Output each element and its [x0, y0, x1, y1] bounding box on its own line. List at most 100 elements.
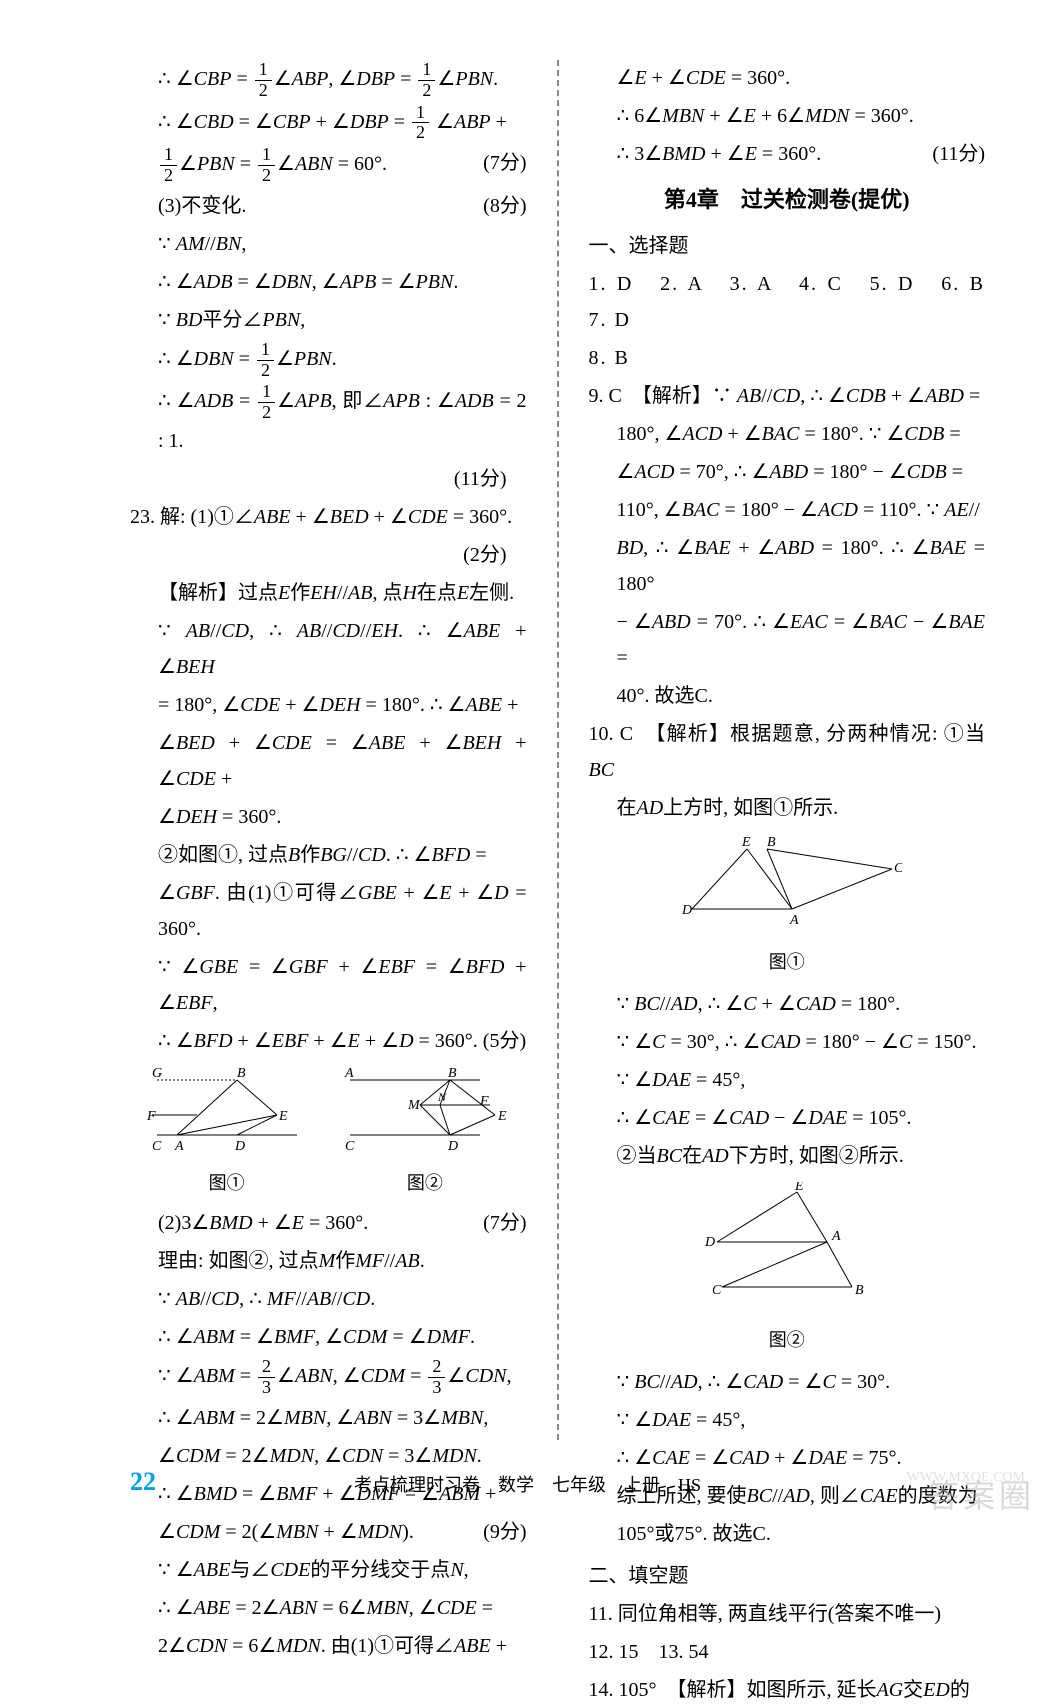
svg-text:A: A	[831, 1229, 841, 1244]
svg-text:B: B	[767, 835, 776, 850]
math-line: ②当BC在AD下方时, 如图②所示.	[589, 1138, 986, 1174]
svg-text:E: E	[794, 1182, 804, 1194]
math-line: ∠BED + ∠CDE = ∠ABE + ∠BEH + ∠CDE +	[130, 725, 527, 797]
answer-12-13: 12. 15 13. 54	[589, 1634, 986, 1670]
math-line: 2∠CDN = 6∠MDN. 由(1)①可得∠ABE +	[130, 1628, 527, 1664]
math-line: (2)3∠BMD + ∠E = 360°. (7分)	[130, 1205, 527, 1241]
score-label: (8分)	[483, 188, 526, 224]
math-line: (3)不变化. (8分)	[130, 188, 527, 224]
svg-text:E: E	[741, 835, 751, 850]
math-line: ∠GBF. 由(1)①可得∠GBE + ∠E + ∠D = 360°.	[130, 875, 527, 947]
math-line: ∵ BD平分∠PBN,	[130, 302, 527, 338]
section-1-label: 一、选择题	[589, 228, 986, 264]
math-line: ∴ ∠CBD = ∠CBP + ∠DBP = 12 ∠ABP +	[130, 103, 527, 144]
section-2-label: 二、填空题	[589, 1558, 986, 1594]
math-line: ∴ ∠ABM = ∠BMF, ∠CDM = ∠DMF.	[130, 1319, 527, 1355]
math-line: ∵ AB//CD, ∴ MF//AB//CD.	[130, 1281, 527, 1317]
svg-text:D: D	[234, 1139, 245, 1154]
math-line: ∠CDM = 2(∠MBN + ∠MDN). (9分)	[130, 1514, 527, 1550]
score-label: (2分)	[130, 537, 527, 573]
math-line: ∵ BC//AD, ∴ ∠CAD = ∠C = 30°.	[589, 1364, 986, 1400]
math-line: ∴ ∠CBP = 12∠ABP, ∠DBP = 12∠PBN.	[130, 60, 527, 101]
math-line: ∴ ∠BFD + ∠EBF + ∠E + ∠D = 360°. (5分)	[130, 1023, 527, 1059]
answers-row: 8. B	[589, 340, 986, 376]
math-line: BD, ∴ ∠BAE + ∠ABD = 180°. ∴ ∠BAE = 180°	[589, 530, 986, 602]
math-line: − ∠ABD = 70°. ∴ ∠EAC = ∠BAC − ∠BAE =	[589, 604, 986, 676]
svg-text:B: B	[855, 1283, 864, 1298]
answer-11: 11. 同位角相等, 两直线平行(答案不唯一)	[589, 1596, 986, 1632]
math-line: ∴ ∠CAE = ∠CAD − ∠DAE = 105°.	[589, 1100, 986, 1136]
page-footer: 考点梳理时习卷 数学 七年级 上册 HS	[0, 1469, 1055, 1501]
math-line: ∴ 3∠BMD + ∠E = 360°. (11分)	[589, 136, 986, 172]
svg-text:A: A	[789, 913, 799, 928]
math-line: ∠DEH = 360°.	[130, 799, 527, 835]
svg-text:D: D	[681, 903, 692, 918]
svg-text:D: D	[704, 1235, 715, 1250]
svg-text:B: B	[237, 1066, 246, 1081]
math-line: ∵ ∠DAE = 45°,	[589, 1062, 986, 1098]
math-line: ∴ ∠DBN = 12∠PBN.	[130, 340, 527, 381]
diagram-1: G B F E C A D 图①	[147, 1065, 307, 1199]
watermark: 答案圈	[927, 1468, 1035, 1526]
score-label: (7分)	[483, 1205, 526, 1241]
diagram-4: E D A C B 图②	[589, 1182, 986, 1356]
math-line: ∵ ∠C = 30°, ∴ ∠CAD = 180° − ∠C = 150°.	[589, 1024, 986, 1060]
svg-text:N: N	[437, 1090, 447, 1104]
math-line: ∠E + ∠CDE = 360°.	[589, 60, 986, 96]
diagram-2: A B M N F E C D 图②	[340, 1065, 510, 1199]
math-line: ∴ ∠ADB = ∠DBN, ∠APB = ∠PBN.	[130, 264, 527, 300]
svg-text:E: E	[497, 1109, 507, 1124]
math-line: ∵ ∠ABE与∠CDE的平分线交于点N,	[130, 1552, 527, 1588]
math-line: ∵ AM//BN,	[130, 226, 527, 262]
svg-text:C: C	[894, 861, 902, 876]
svg-text:F: F	[479, 1094, 489, 1109]
diagram-3: E B C D A 图①	[589, 834, 986, 978]
page-content: ∴ ∠CBP = 12∠ABP, ∠DBP = 12∠PBN. ∴ ∠CBD =…	[130, 60, 985, 1440]
svg-text:F: F	[147, 1109, 156, 1124]
question-23: 23. 解: (1)①∠ABE + ∠BED + ∠CDE = 360°.	[130, 499, 527, 535]
svg-text:C: C	[345, 1139, 355, 1154]
math-line: = 180°, ∠CDE + ∠DEH = 180°. ∴ ∠ABE +	[130, 687, 527, 723]
chapter-heading: 第4章 过关检测卷(提优)	[589, 180, 986, 220]
svg-text:B: B	[448, 1066, 457, 1081]
math-line: ∵ AB//CD, ∴ AB//CD//EH. ∴ ∠ABE + ∠BEH	[130, 613, 527, 685]
svg-text:C: C	[712, 1283, 722, 1298]
math-line: ∴ ∠ADB = 12∠APB, 即∠APB : ∠ADB = 2 : 1.	[130, 382, 527, 459]
math-line: ②如图①, 过点B作BG//CD. ∴ ∠BFD =	[130, 837, 527, 873]
math-line: ∵ ∠ABM = 23∠ABN, ∠CDM = 23∠CDN,	[130, 1357, 527, 1398]
svg-text:A: A	[174, 1139, 184, 1154]
score-label: (9分)	[483, 1514, 526, 1550]
math-line: 40°. 故选C.	[589, 678, 986, 714]
math-line: ∵ BC//AD, ∴ ∠C + ∠CAD = 180°.	[589, 986, 986, 1022]
svg-text:E: E	[278, 1109, 288, 1124]
score-label: (11分)	[932, 136, 985, 172]
right-column: ∠E + ∠CDE = 360°. ∴ 6∠MBN + ∠E + 6∠MDN =…	[589, 60, 986, 1440]
math-line: ∵ ∠GBE = ∠GBF + ∠EBF = ∠BFD + ∠EBF,	[130, 949, 527, 1021]
svg-text:C: C	[152, 1139, 162, 1154]
score-label: (7分)	[483, 145, 526, 181]
math-line: ∵ ∠DAE = 45°,	[589, 1402, 986, 1438]
math-line: ∠ACD = 70°, ∴ ∠ABD = 180° − ∠CDB =	[589, 454, 986, 490]
math-line: ∴ ∠ABE = 2∠ABN = 6∠MBN, ∠CDE =	[130, 1590, 527, 1626]
column-divider	[557, 60, 559, 1440]
left-column: ∴ ∠CBP = 12∠ABP, ∠DBP = 12∠PBN. ∴ ∠CBD =…	[130, 60, 527, 1440]
svg-text:D: D	[447, 1139, 458, 1154]
score-label: (11分)	[130, 461, 527, 497]
math-line: 180°, ∠ACD + ∠BAC = 180°. ∵ ∠CDB =	[589, 416, 986, 452]
math-line: 理由: 如图②, 过点M作MF//AB.	[130, 1243, 527, 1279]
math-line: ∴ ∠ABM = 2∠MBN, ∠ABN = 3∠MBN,	[130, 1400, 527, 1436]
math-line: 105°或75°. 故选C.	[589, 1516, 986, 1552]
svg-text:M: M	[407, 1098, 421, 1113]
svg-text:G: G	[152, 1066, 162, 1081]
answer-14: 14. 105° 【解析】如图所示, 延长AG交ED的	[589, 1672, 986, 1708]
diagrams-row: G B F E C A D 图①	[130, 1065, 527, 1199]
math-line: 110°, ∠BAC = 180° − ∠ACD = 110°. ∵ AE//	[589, 492, 986, 528]
question-9: 9. C 【解析】∵ AB//CD, ∴ ∠CDB + ∠ABD =	[589, 378, 986, 414]
math-line: 【解析】过点E作EH//AB, 点H在点E左侧.	[130, 575, 527, 611]
math-line: 在AD上方时, 如图①所示.	[589, 790, 986, 826]
answers-row: 1. D 2. A 3. A 4. C 5. D 6. B 7. D	[589, 266, 986, 338]
question-10: 10. C 【解析】根据题意, 分两种情况: ①当BC	[589, 716, 986, 788]
math-line: ∴ 6∠MBN + ∠E + 6∠MDN = 360°.	[589, 98, 986, 134]
svg-text:A: A	[344, 1066, 354, 1081]
math-line: 12∠PBN = 12∠ABN = 60°. (7分)	[130, 145, 527, 186]
